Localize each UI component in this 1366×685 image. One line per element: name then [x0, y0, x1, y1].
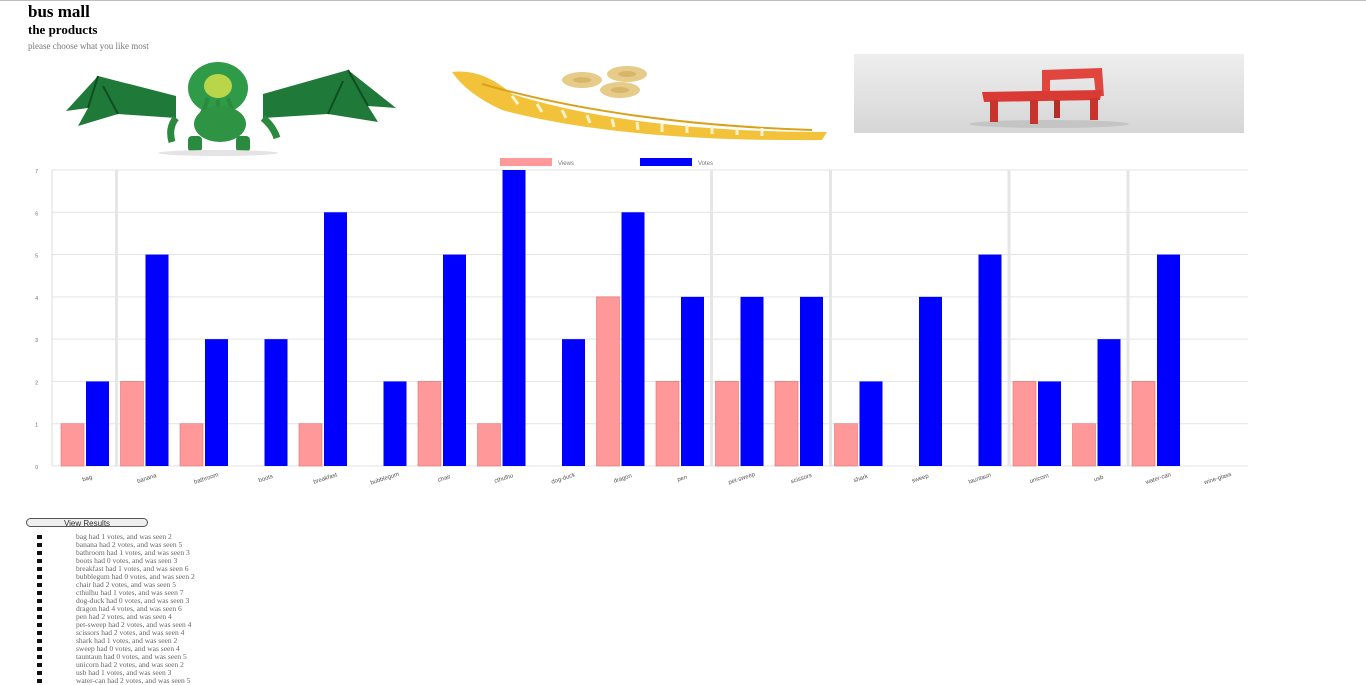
y-tick-label: 3	[35, 338, 38, 344]
result-item: dragon had 4 votes, and was seen 6	[36, 605, 195, 613]
page-subtitle: the products	[28, 22, 98, 37]
result-item: sweep had 0 votes, and was seen 4	[36, 645, 195, 653]
bar-views-breakfast	[298, 423, 323, 467]
result-item: unicorn had 2 votes, and was seen 2	[36, 661, 195, 669]
top-border	[0, 0, 1366, 1]
result-item: scissors had 2 votes, and was seen 4	[36, 629, 195, 637]
bar-votes-sweep	[919, 296, 942, 466]
x-tick-label: scissors	[790, 473, 812, 485]
red-chair-image	[854, 54, 1244, 133]
y-tick-label: 6	[35, 211, 38, 217]
legend-swatch-votes	[640, 158, 692, 166]
bar-votes-scissors	[800, 296, 823, 466]
bar-views-bathroom	[179, 423, 204, 467]
result-item: bathroom had 1 votes, and was seen 3	[36, 549, 195, 557]
result-item: bubblegum had 0 votes, and was seen 2	[36, 573, 195, 581]
x-tick-label: pen	[677, 475, 688, 484]
bar-votes-bag	[86, 381, 109, 466]
instruction-text: please choose what you like most	[28, 41, 149, 51]
bar-votes-shark	[859, 381, 883, 466]
bar-votes-unicorn	[1038, 381, 1061, 466]
bar-views-shark	[834, 423, 858, 467]
x-tick-label: bubblegum	[370, 472, 400, 487]
y-tick-label: 0	[35, 465, 38, 471]
bar-views-pen	[655, 381, 680, 467]
x-tick-label: boots	[258, 474, 274, 484]
bar-votes-breakfast	[324, 212, 347, 466]
x-tick-label: water-can	[1144, 472, 1172, 486]
y-tick-label: 2	[35, 380, 38, 386]
bar-votes-water-can	[1157, 254, 1180, 466]
results-bar-chart: 0 1 2 3 4 5 6 7 bag banana bathroom boots breakfast b…	[35, 158, 1248, 487]
bar-votes-bathroom	[205, 339, 228, 466]
product-image-cthulhu[interactable]	[58, 56, 400, 156]
result-item: shark had 1 votes, and was seen 2	[36, 637, 195, 645]
bar-views-unicorn	[1012, 381, 1037, 467]
y-tick-label: 4	[35, 296, 38, 302]
x-tick-label: chair	[437, 474, 451, 484]
view-results-button[interactable]: View Results	[26, 518, 148, 528]
bar-views-bag	[60, 423, 85, 467]
x-tick-label: pet-sweep	[728, 472, 757, 486]
x-tick-label: bag	[82, 475, 93, 484]
result-item: pen had 2 votes, and was seen 4	[36, 613, 195, 621]
bar-views-water-can	[1131, 381, 1156, 467]
x-tick-label: dog-duck	[551, 472, 577, 486]
x-tick-label: cthulhu	[494, 473, 514, 485]
x-tick-label: tauntaun	[968, 473, 992, 486]
result-item: breakfast had 1 votes, and was seen 6	[36, 565, 195, 573]
bar-views-chair	[417, 381, 442, 467]
result-item: cthulhu had 1 votes, and was seen 7	[36, 589, 195, 597]
result-item: chair had 2 votes, and was seen 5	[36, 581, 195, 589]
chart-legend: Views Votes	[500, 158, 713, 167]
x-tick-label: breakfast	[313, 472, 339, 485]
y-tick-label: 1	[35, 423, 38, 429]
x-tick-label: wine-glass	[1203, 472, 1233, 487]
page-title: bus mall	[28, 2, 90, 21]
bar-votes-pet-sweep	[740, 296, 764, 466]
bar-votes-usb	[1097, 339, 1121, 466]
result-item: bag had 1 votes, and was seen 2	[36, 533, 195, 541]
bar-views-scissors	[774, 381, 799, 467]
legend-swatch-views	[500, 158, 552, 166]
x-tick-label: unicorn	[1029, 473, 1050, 485]
product-image-banana[interactable]	[442, 62, 832, 144]
x-tick-label: sweep	[911, 473, 930, 484]
product-image-chair[interactable]	[854, 54, 1244, 133]
bar-votes-banana	[145, 254, 169, 466]
bar-votes-chair	[443, 254, 466, 466]
bar-views-usb	[1072, 423, 1096, 467]
y-tick-label: 5	[35, 254, 38, 260]
x-tick-label: banana	[136, 473, 158, 485]
x-tick-label: shark	[853, 474, 870, 485]
x-tick-label: usb	[1093, 474, 1105, 483]
result-item: dog-duck had 0 votes, and was seen 3	[36, 597, 195, 605]
bar-votes-dog-duck	[562, 339, 585, 466]
bar-votes-tauntaun	[978, 254, 1002, 466]
x-tick-label: bathroom	[193, 472, 219, 486]
cthulhu-figure-image	[66, 62, 396, 156]
bar-votes-dragon	[621, 212, 645, 466]
bar-votes-cthulhu	[502, 170, 526, 466]
bar-votes-boots	[264, 339, 288, 466]
result-item: tauntaun had 0 votes, and was seen 5	[36, 653, 195, 661]
y-tick-label: 7	[35, 169, 38, 175]
result-item: usb had 1 votes, and was seen 3	[36, 669, 195, 677]
bar-views-banana	[120, 381, 144, 467]
results-list: bag had 1 votes, and was seen 2 banana ha…	[36, 533, 195, 685]
legend-label-views: Views	[558, 161, 574, 167]
bar-views-pet-sweep	[715, 381, 739, 467]
result-item: water-can had 2 votes, and was seen 5	[36, 677, 195, 685]
x-tick-label: dragon	[613, 473, 633, 484]
result-item: boots had 0 votes, and was seen 3	[36, 557, 195, 565]
bar-views-dragon	[596, 296, 620, 467]
banana-slicer-image	[452, 66, 827, 141]
result-item: banana had 2 votes, and was seen 5	[36, 541, 195, 549]
bar-views-cthulhu	[477, 423, 501, 467]
result-item: pet-sweep had 2 votes, and was seen 4	[36, 621, 195, 629]
legend-label-votes: Votes	[698, 161, 713, 167]
bar-votes-pen	[681, 296, 704, 466]
bar-votes-bubblegum	[383, 381, 407, 466]
